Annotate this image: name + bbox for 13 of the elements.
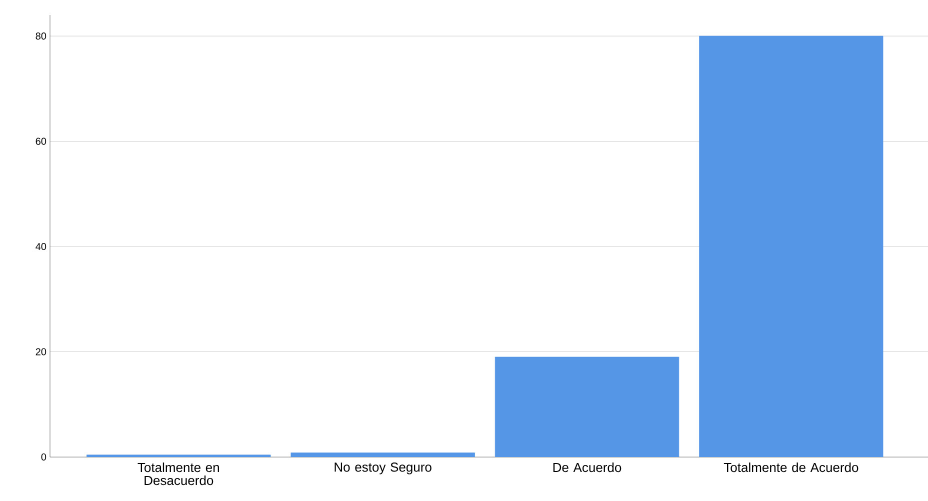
bar bbox=[86, 454, 271, 458]
y-tick-label: 60 bbox=[36, 138, 46, 145]
bar bbox=[290, 452, 475, 458]
y-tick-label: 20 bbox=[36, 348, 46, 356]
y-tick-label: 40 bbox=[36, 242, 46, 250]
y-tick-label: 80 bbox=[36, 32, 46, 40]
y-tick-label: 0 bbox=[41, 453, 46, 461]
x-tick-label: Totalmente de Acuerdo bbox=[724, 462, 858, 472]
x-tick-label: De Acuerdo bbox=[553, 462, 622, 472]
bar bbox=[699, 36, 884, 458]
x-tick-label: No estoy Seguro bbox=[334, 462, 432, 474]
bar bbox=[494, 356, 680, 458]
x-tick-label: Totalmente en Desacuerdo bbox=[138, 462, 219, 486]
